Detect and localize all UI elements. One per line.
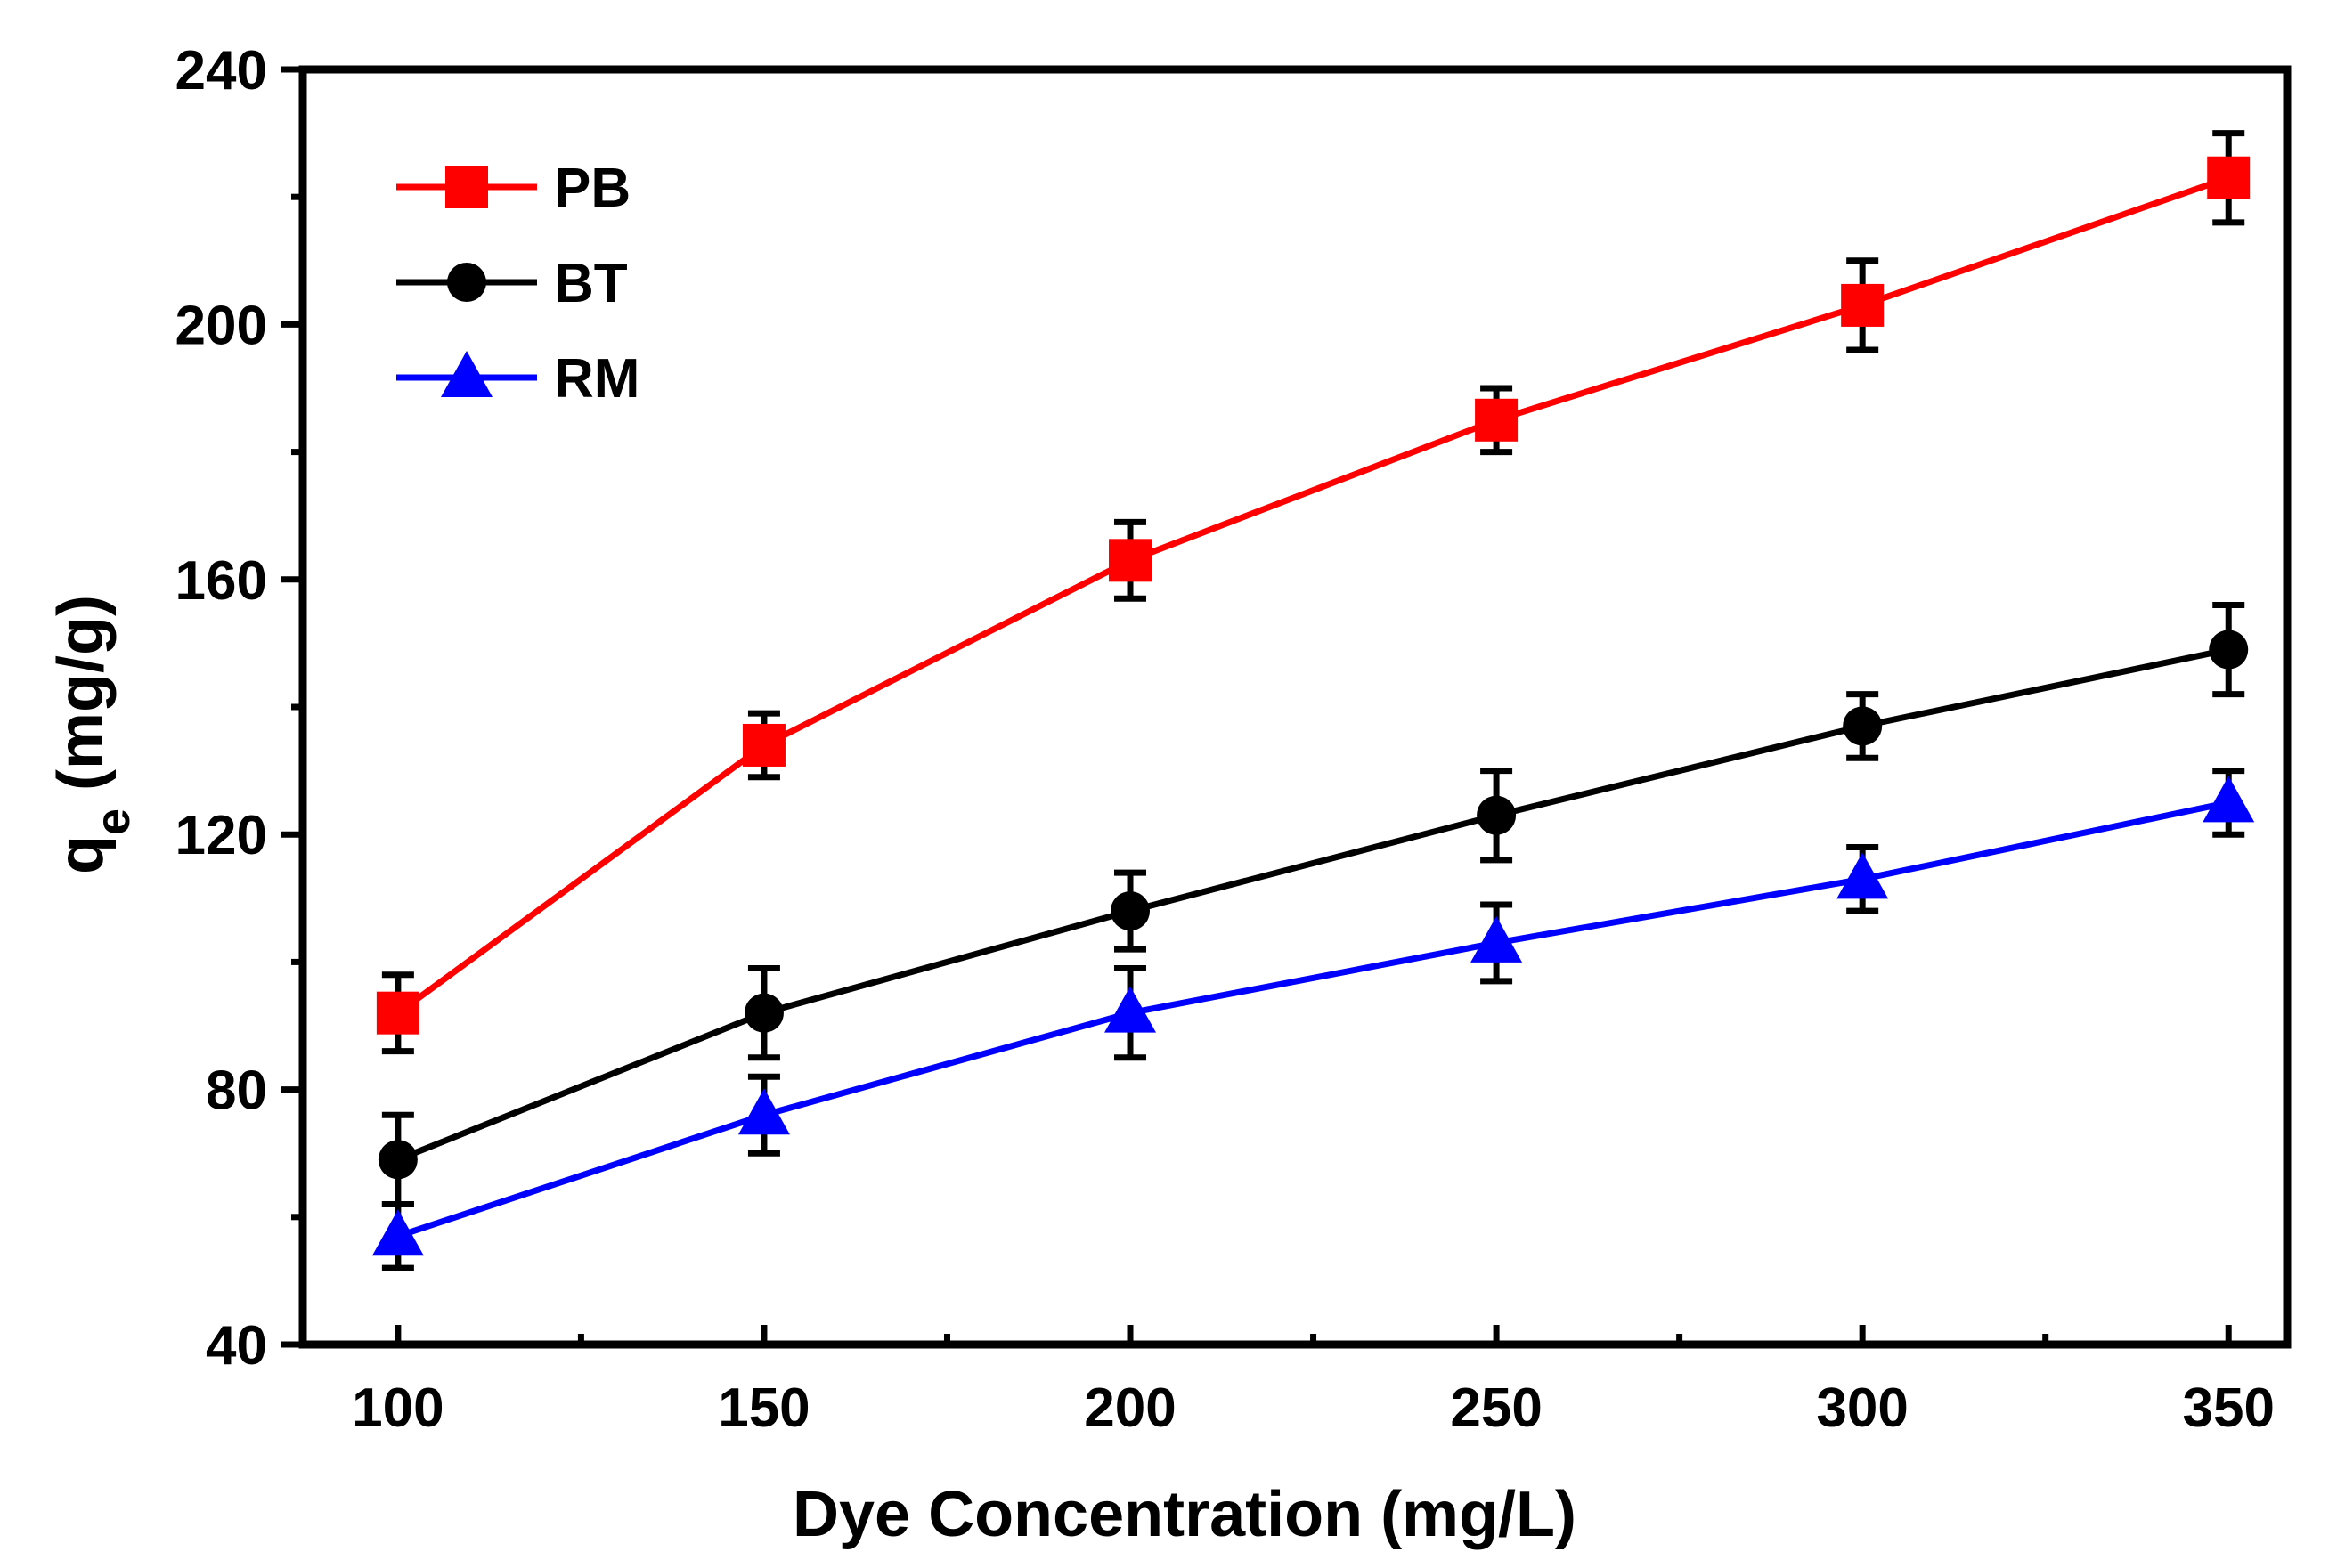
- series-line: [395, 175, 2230, 1016]
- data-point: [371, 1209, 424, 1256]
- data-point: [1470, 915, 1523, 963]
- series-bt: [378, 601, 2249, 1207]
- x-axis-title: Dye Concentration (mg/L): [793, 1479, 1576, 1550]
- y-tick-label: 120: [175, 805, 267, 866]
- x-tick-label: 250: [1450, 1377, 1542, 1439]
- data-point: [1836, 852, 1889, 899]
- data-point: [2209, 630, 2249, 670]
- y-axis-title-subscript: e: [86, 808, 140, 835]
- data-point: [1475, 398, 1519, 442]
- data-point: [2203, 776, 2255, 823]
- series-layer: [371, 130, 2255, 1271]
- legend-marker: [445, 166, 488, 208]
- data-point: [737, 1088, 790, 1135]
- y-tick-label: 40: [206, 1315, 267, 1377]
- series-rm: [371, 768, 2255, 1271]
- data-point: [1111, 891, 1151, 931]
- data-point: [1841, 283, 1885, 327]
- legend-label: BT: [554, 253, 628, 314]
- y-tick-label: 240: [175, 40, 267, 102]
- data-point: [1843, 706, 1883, 746]
- y-tick-label: 200: [175, 295, 267, 356]
- legend-label: PB: [554, 158, 631, 219]
- y-axis-title-unit: (mg/g): [45, 595, 117, 808]
- data-point: [1109, 539, 1152, 582]
- y-tick-label: 160: [175, 550, 267, 612]
- series-pb: [376, 130, 2251, 1055]
- series-line: [396, 646, 2229, 1163]
- data-point: [2207, 156, 2251, 199]
- legend-item-pb: PB: [396, 158, 631, 219]
- legend-marker: [447, 263, 486, 302]
- series-line: [396, 799, 2229, 1239]
- data-point: [378, 1140, 418, 1180]
- y-tick-label: 80: [206, 1060, 267, 1122]
- x-tick-label: 150: [718, 1377, 810, 1439]
- data-point: [1104, 986, 1157, 1033]
- legend-label: RM: [554, 348, 639, 410]
- x-tick-label: 300: [1816, 1377, 1908, 1439]
- data-point: [744, 993, 784, 1033]
- y-axis: 40 80 120 160 200 240: [175, 40, 303, 1377]
- legend-item-bt: BT: [396, 253, 628, 314]
- data-point: [742, 723, 786, 767]
- legend-item-rm: RM: [396, 348, 639, 410]
- legend-marker: [441, 351, 493, 397]
- x-tick-label: 100: [352, 1377, 444, 1439]
- x-axis: 100 150 200 250 300 350: [352, 1325, 2275, 1439]
- x-tick-label: 350: [2183, 1377, 2275, 1439]
- y-axis-title: qe (mg/g): [45, 595, 140, 874]
- data-point: [376, 991, 419, 1035]
- data-point: [1477, 795, 1517, 835]
- legend: PB BT RM: [396, 158, 639, 410]
- x-tick-label: 200: [1084, 1377, 1176, 1439]
- y-axis-title-symbol: q: [45, 835, 117, 874]
